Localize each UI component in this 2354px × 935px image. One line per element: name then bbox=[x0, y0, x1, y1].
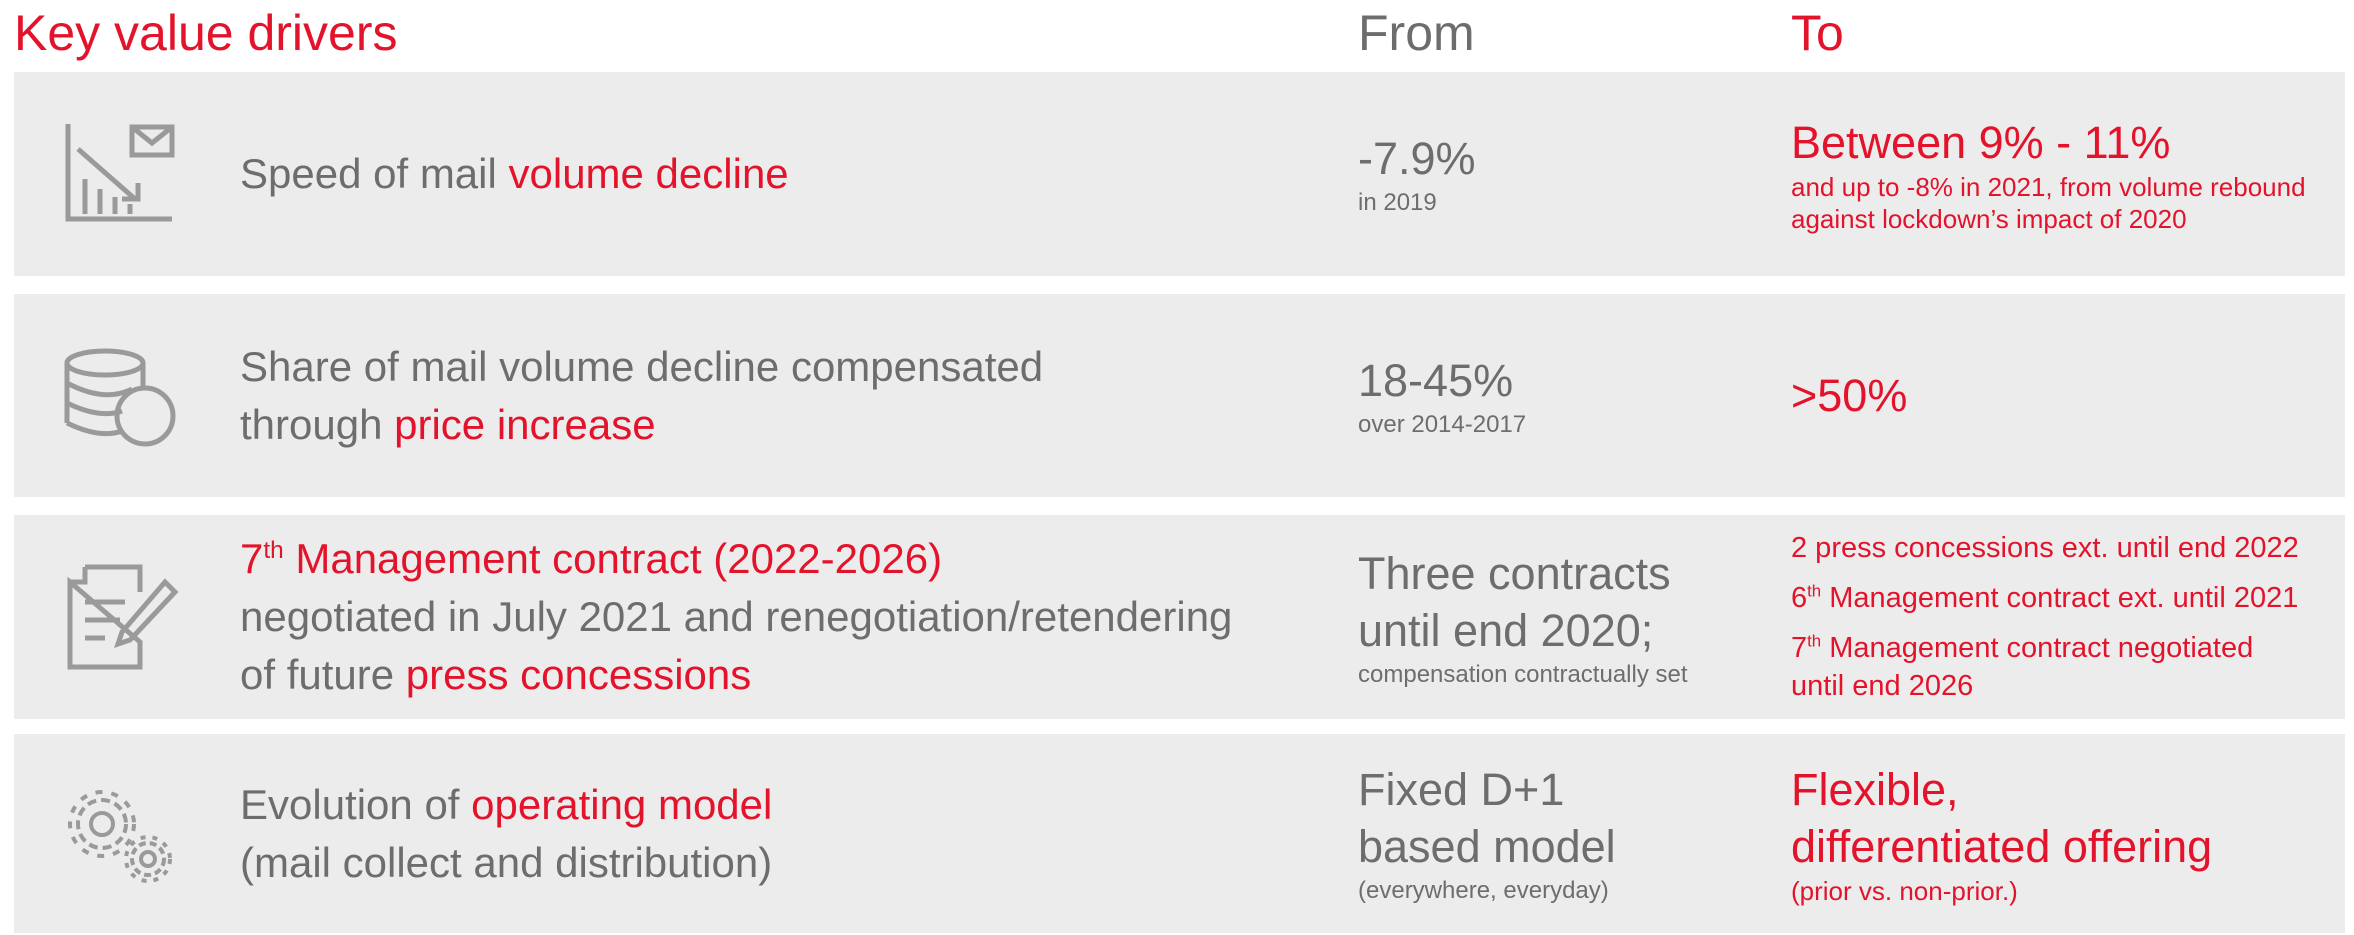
main-text: Between 9% - 11% bbox=[1791, 116, 2171, 168]
main-text: Three contracts bbox=[1358, 547, 1671, 599]
to-item: 7th Management contract negotiated until … bbox=[1791, 629, 2299, 705]
row: 7th Management contract (2022-2026) negot… bbox=[14, 515, 2345, 719]
text-segment: Management contract ext. until 2021 bbox=[1821, 582, 2299, 614]
note-text: compensation contractually set bbox=[1358, 660, 1688, 688]
main-text: Flexible, bbox=[1791, 763, 1959, 815]
note-text: against lockdown’s impact of 2020 bbox=[1791, 203, 2187, 234]
item-line: 6th Management contract ext. until 2021 bbox=[1791, 579, 2299, 617]
text-segment: th bbox=[263, 537, 284, 564]
contract-icon bbox=[67, 564, 179, 670]
main-text: 18-45% bbox=[1358, 354, 1514, 406]
driver: Evolution of operating model (mail collec… bbox=[240, 734, 772, 933]
note-text: (everywhere, everyday) bbox=[1358, 877, 1609, 904]
text-segment: 7 bbox=[240, 535, 264, 582]
to: Between 9% - 11% and up to -8% in 2021, f… bbox=[1791, 72, 2306, 276]
text-segment: 7 bbox=[1791, 632, 1808, 664]
text-segment: price increase bbox=[394, 400, 656, 448]
driver-line: of future press concessions bbox=[240, 646, 1232, 704]
driver-line: Share of mail volume decline compensated bbox=[240, 338, 1043, 396]
text-segment: th bbox=[1807, 581, 1822, 601]
text-segment: 2 press concessions ext. until end 2022 bbox=[1791, 532, 2299, 564]
text-segment: Share of mail volume decline compensated bbox=[240, 342, 1044, 390]
text-segment: of future bbox=[240, 651, 406, 698]
text-segment: press concessions bbox=[405, 651, 752, 698]
text-segment: through bbox=[240, 400, 395, 448]
driver-line: negotiated in July 2021 and renegotiatio… bbox=[240, 588, 1232, 646]
main-text: until end 2020; bbox=[1358, 604, 1654, 656]
driver-line: 7th Management contract (2022-2026) bbox=[240, 530, 1232, 588]
from: Three contracts until end 2020; compensati… bbox=[1358, 515, 1688, 719]
note-text: and up to -8% in 2021, from volume rebou… bbox=[1791, 171, 2306, 202]
main-text: -7.9% bbox=[1358, 133, 1476, 184]
to: >50% bbox=[1791, 294, 1907, 497]
driver: Share of mail volume decline compensated… bbox=[240, 294, 1043, 497]
from: 18-45% over 2014-2017 bbox=[1358, 294, 1526, 497]
to: Flexible, differentiated offering (prior v… bbox=[1791, 734, 2212, 933]
text-segment: operating model bbox=[471, 780, 773, 828]
to: 2 press concessions ext. until end 2022 6… bbox=[1791, 515, 2299, 719]
text-segment: until end 2026 bbox=[1791, 670, 1974, 702]
gears-icon bbox=[68, 789, 172, 883]
row: Speed of mail volume decline -7.9% in 201… bbox=[14, 72, 2345, 276]
item-line: 2 press concessions ext. until end 2022 bbox=[1791, 529, 2299, 567]
text-segment: Management contract (2022-2026) bbox=[283, 535, 943, 582]
chart-icon bbox=[65, 124, 175, 222]
to-header: To bbox=[1791, 5, 1844, 61]
driver-line: Speed of mail volume decline bbox=[240, 145, 789, 203]
row: Share of mail volume decline compensated… bbox=[14, 294, 2345, 497]
driver-line: through price increase bbox=[240, 396, 1043, 454]
main-text: Fixed D+1 bbox=[1358, 764, 1565, 815]
main-text: based model bbox=[1358, 821, 1616, 872]
driver-line: (mail collect and distribution) bbox=[240, 834, 772, 892]
from-header: From bbox=[1358, 5, 1475, 61]
driver: 7th Management contract (2022-2026) negot… bbox=[240, 515, 1232, 719]
from: Fixed D+1 based model (everywhere, everyda… bbox=[1358, 734, 1616, 933]
text-segment: negotiated in July 2021 and renegotiatio… bbox=[240, 593, 1233, 640]
text-segment: Management contract negotiated bbox=[1821, 632, 2254, 664]
row: Evolution of operating model (mail collec… bbox=[14, 734, 2345, 933]
coins-icon bbox=[64, 348, 176, 446]
note-text: over 2014-2017 bbox=[1358, 410, 1527, 438]
from: -7.9% in 2019 bbox=[1358, 72, 1476, 276]
title: Key value drivers bbox=[14, 5, 398, 61]
text-segment: th bbox=[1807, 631, 1822, 651]
item-line: until end 2026 bbox=[1791, 667, 2299, 705]
note-text: (prior vs. non-prior.) bbox=[1791, 875, 2018, 906]
text-segment: Evolution of bbox=[240, 780, 472, 828]
driver-line: Evolution of operating model bbox=[240, 776, 772, 834]
item-line: 7th Management contract negotiated bbox=[1791, 629, 2299, 667]
main-text: differentiated offering bbox=[1791, 820, 2213, 872]
to-item: 6th Management contract ext. until 2021 bbox=[1791, 579, 2299, 617]
note-text: in 2019 bbox=[1358, 189, 1437, 216]
driver: Speed of mail volume decline bbox=[240, 72, 789, 276]
main-text: >50% bbox=[1791, 370, 1908, 421]
text-segment: (mail collect and distribution) bbox=[240, 838, 773, 886]
text-segment: volume decline bbox=[508, 150, 789, 197]
text-segment: 6 bbox=[1791, 582, 1808, 614]
text-segment: Speed of mail bbox=[240, 150, 509, 197]
to-item: 2 press concessions ext. until end 2022 bbox=[1791, 529, 2299, 567]
